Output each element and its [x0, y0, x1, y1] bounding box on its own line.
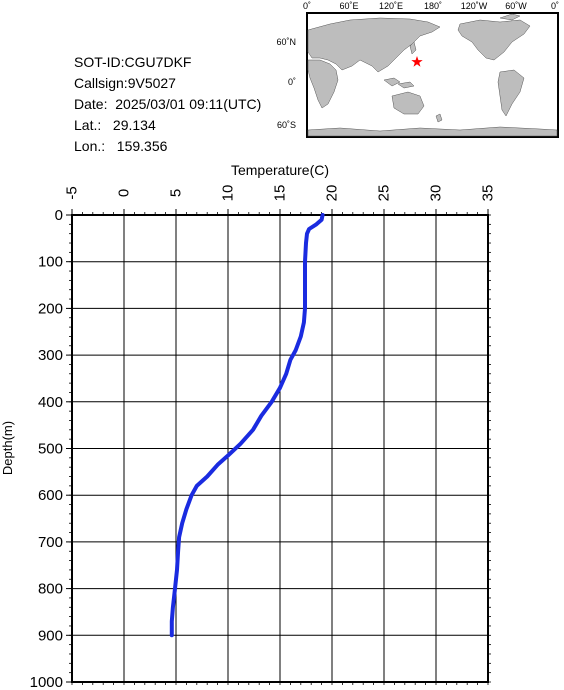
x-tick-label: 25 — [376, 185, 393, 202]
map-lon-label-120e: 120˚E — [379, 1, 403, 11]
y-tick-label: 200 — [38, 300, 63, 317]
y-axis-label: Depth(m) — [0, 421, 15, 475]
chart-frame — [71, 214, 489, 683]
x-tick-label: 0 — [116, 189, 133, 197]
y-tick-label: 1000 — [30, 674, 63, 690]
x-tick-label: -5 — [64, 186, 81, 199]
map-lat-label-60n: 60˚N — [276, 37, 296, 47]
y-tick-label: 500 — [38, 441, 63, 458]
map-lon-label-60e: 60˚E — [339, 1, 358, 11]
x-tick-label: 20 — [324, 185, 341, 202]
map-lat-label-0: 0˚ — [288, 77, 296, 87]
map-land — [307, 13, 558, 137]
y-tick-labels: 0 100 200 300 400 500 600 700 800 900 1000 — [30, 207, 63, 690]
y-tick-label: 600 — [38, 487, 63, 504]
y-tick-label: 800 — [38, 581, 63, 598]
y-tick-label: 900 — [38, 627, 63, 644]
x-tick-label: 15 — [272, 185, 289, 202]
y-tick-label: 100 — [38, 254, 63, 271]
y-tick-label: 400 — [38, 394, 63, 411]
map-lon-label-0-end: 0˚ — [551, 1, 559, 11]
map-lon-label-180: 180˚ — [424, 1, 442, 11]
x-axis-label: Temperature(C) — [231, 162, 329, 178]
map-lon-label-120w: 120˚W — [461, 1, 488, 11]
x-tick-label: 5 — [168, 189, 185, 197]
float-info-panel: SOT-ID:CGU7DKF Callsign:9V5027 Date: 202… — [74, 52, 261, 157]
x-tick-label: 30 — [428, 185, 445, 202]
y-tick-label: 700 — [38, 534, 63, 551]
date-text: Date: 2025/03/01 09:11(UTC) — [74, 96, 262, 112]
sot-id-text: SOT-ID:CGU7DKF — [74, 54, 192, 70]
temperature-profile-line — [169, 213, 325, 638]
x-tick-label: 35 — [480, 185, 497, 202]
x-tick-label: 10 — [220, 185, 237, 202]
float-position-marker — [411, 56, 423, 67]
longitude-text: Lon.: 159.356 — [74, 138, 168, 154]
map-lon-label-0: 0˚ — [303, 1, 311, 11]
location-map: 0˚ 60˚E 120˚E 180˚ 120˚W 60˚W 0˚ 60˚N 0˚… — [276, 1, 559, 138]
map-lat-label-60s: 60˚S — [277, 120, 296, 130]
x-tick-labels: -5 0 5 10 15 20 25 30 35 — [64, 185, 497, 202]
chart-grid — [66, 209, 489, 683]
y-tick-label: 0 — [55, 207, 63, 224]
latitude-text: Lat.: 29.134 — [74, 117, 156, 133]
callsign-text: Callsign:9V5027 — [74, 75, 176, 91]
y-tick-label: 300 — [38, 347, 63, 364]
map-lon-label-60w: 60˚W — [505, 1, 527, 11]
chart-series — [169, 213, 325, 638]
